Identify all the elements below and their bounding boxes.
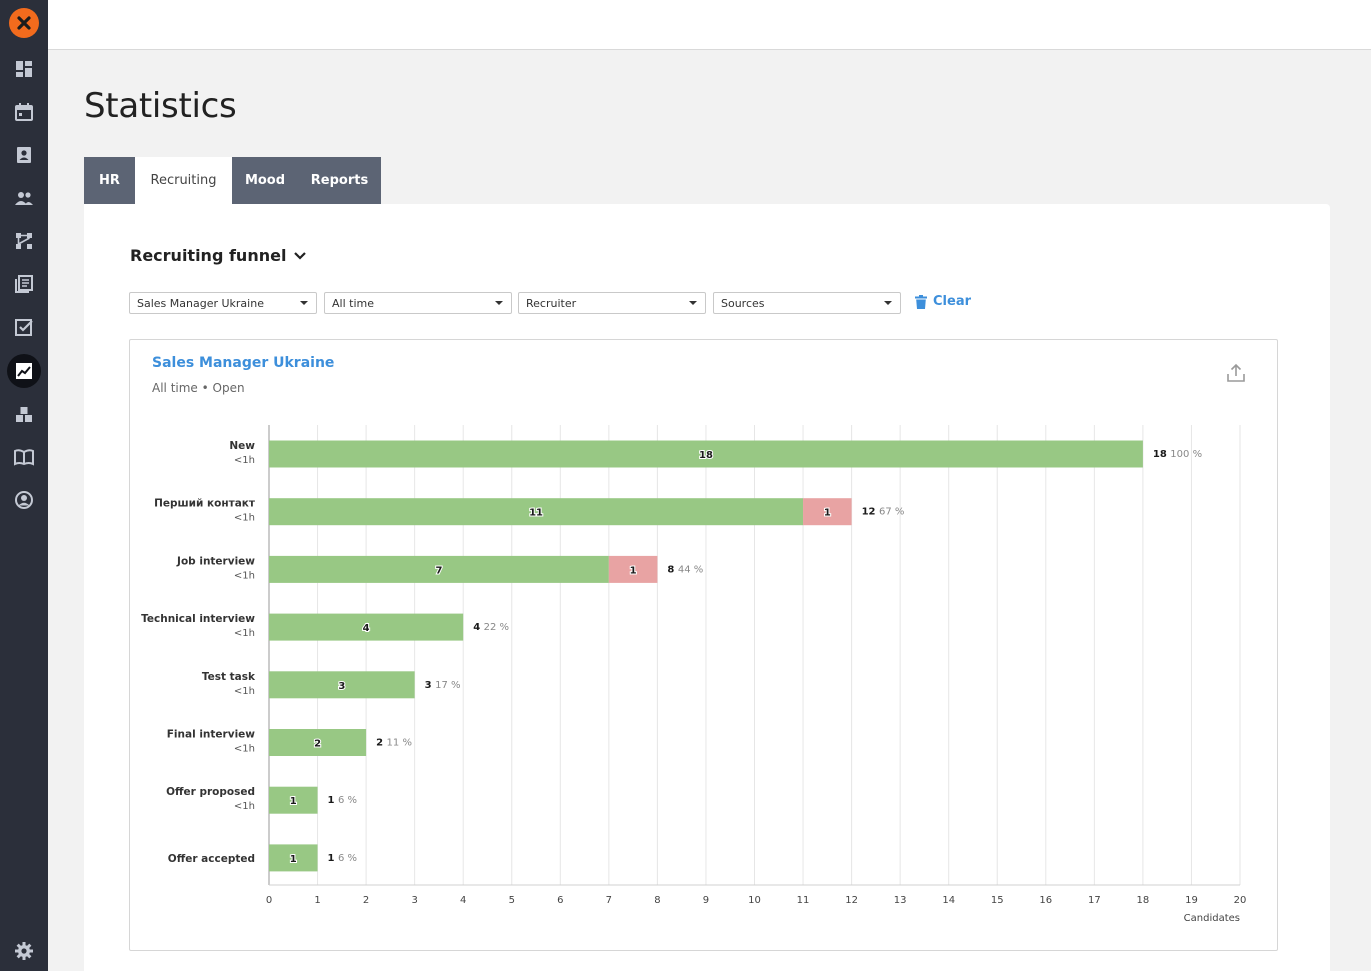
nav-calendar[interactable] [0,94,48,130]
section-title: Recruiting funnel [130,246,287,265]
nav-workflow[interactable] [0,223,48,259]
logo-x-icon [17,16,31,30]
vacancy-select[interactable]: Sales Manager Ukraine [129,292,317,314]
people-icon [15,192,33,205]
caret-down-icon [689,301,697,305]
nav-tasks[interactable] [0,309,48,345]
sources-select[interactable]: Sources [713,292,901,314]
tab-bar: HR Recruiting Mood Reports [84,157,381,204]
caret-down-icon [495,301,503,305]
nav-people[interactable] [0,180,48,216]
sidebar [0,0,48,971]
tab-reports[interactable]: Reports [298,157,381,204]
settings-gear-icon[interactable] [13,940,35,962]
statistics-icon [16,363,32,379]
clear-filters-button[interactable]: Clear [915,294,971,309]
sources-select-value: Sources [721,296,765,310]
funnel-chart-panel [129,339,1278,951]
caret-down-icon [884,301,892,305]
chart-title[interactable]: Sales Manager Ukraine [152,355,335,371]
knowledge-icon [14,449,34,466]
top-bar [48,0,1371,50]
chevron-down-icon [294,251,307,260]
trash-icon [915,294,927,309]
nav-knowledge[interactable] [0,439,48,475]
nav-dashboard[interactable] [0,51,48,87]
tab-mood[interactable]: Mood [232,157,298,204]
funnel-selector[interactable]: Recruiting funnel [130,246,307,265]
tab-recruiting[interactable]: Recruiting [135,157,232,204]
nav-contacts[interactable] [0,137,48,173]
contacts-icon [17,147,31,163]
recruiter-select-value: Recruiter [526,296,577,310]
modules-icon [16,407,32,422]
recruiter-select[interactable]: Recruiter [518,292,706,314]
tab-hr[interactable]: HR [84,157,135,204]
nav-active-indicator [7,354,41,388]
chart-subtitle: All time • Open [152,381,245,395]
calendar-icon [15,103,33,121]
page-title: Statistics [84,86,237,126]
caret-down-icon [300,301,308,305]
workflow-icon [16,233,32,249]
tasks-icon [15,319,33,336]
dashboard-icon [16,61,32,77]
app-logo[interactable] [9,8,39,38]
period-select[interactable]: All time [324,292,512,314]
period-select-value: All time [332,296,374,310]
nav-statistics[interactable] [0,353,48,389]
clear-label: Clear [933,294,971,309]
profile-icon [15,491,33,509]
export-upload-icon[interactable] [1225,362,1247,384]
nav-documents[interactable] [0,266,48,302]
vacancy-select-value: Sales Manager Ukraine [137,296,264,310]
nav-modules[interactable] [0,396,48,432]
documents-icon [15,275,33,293]
nav-profile[interactable] [0,482,48,518]
